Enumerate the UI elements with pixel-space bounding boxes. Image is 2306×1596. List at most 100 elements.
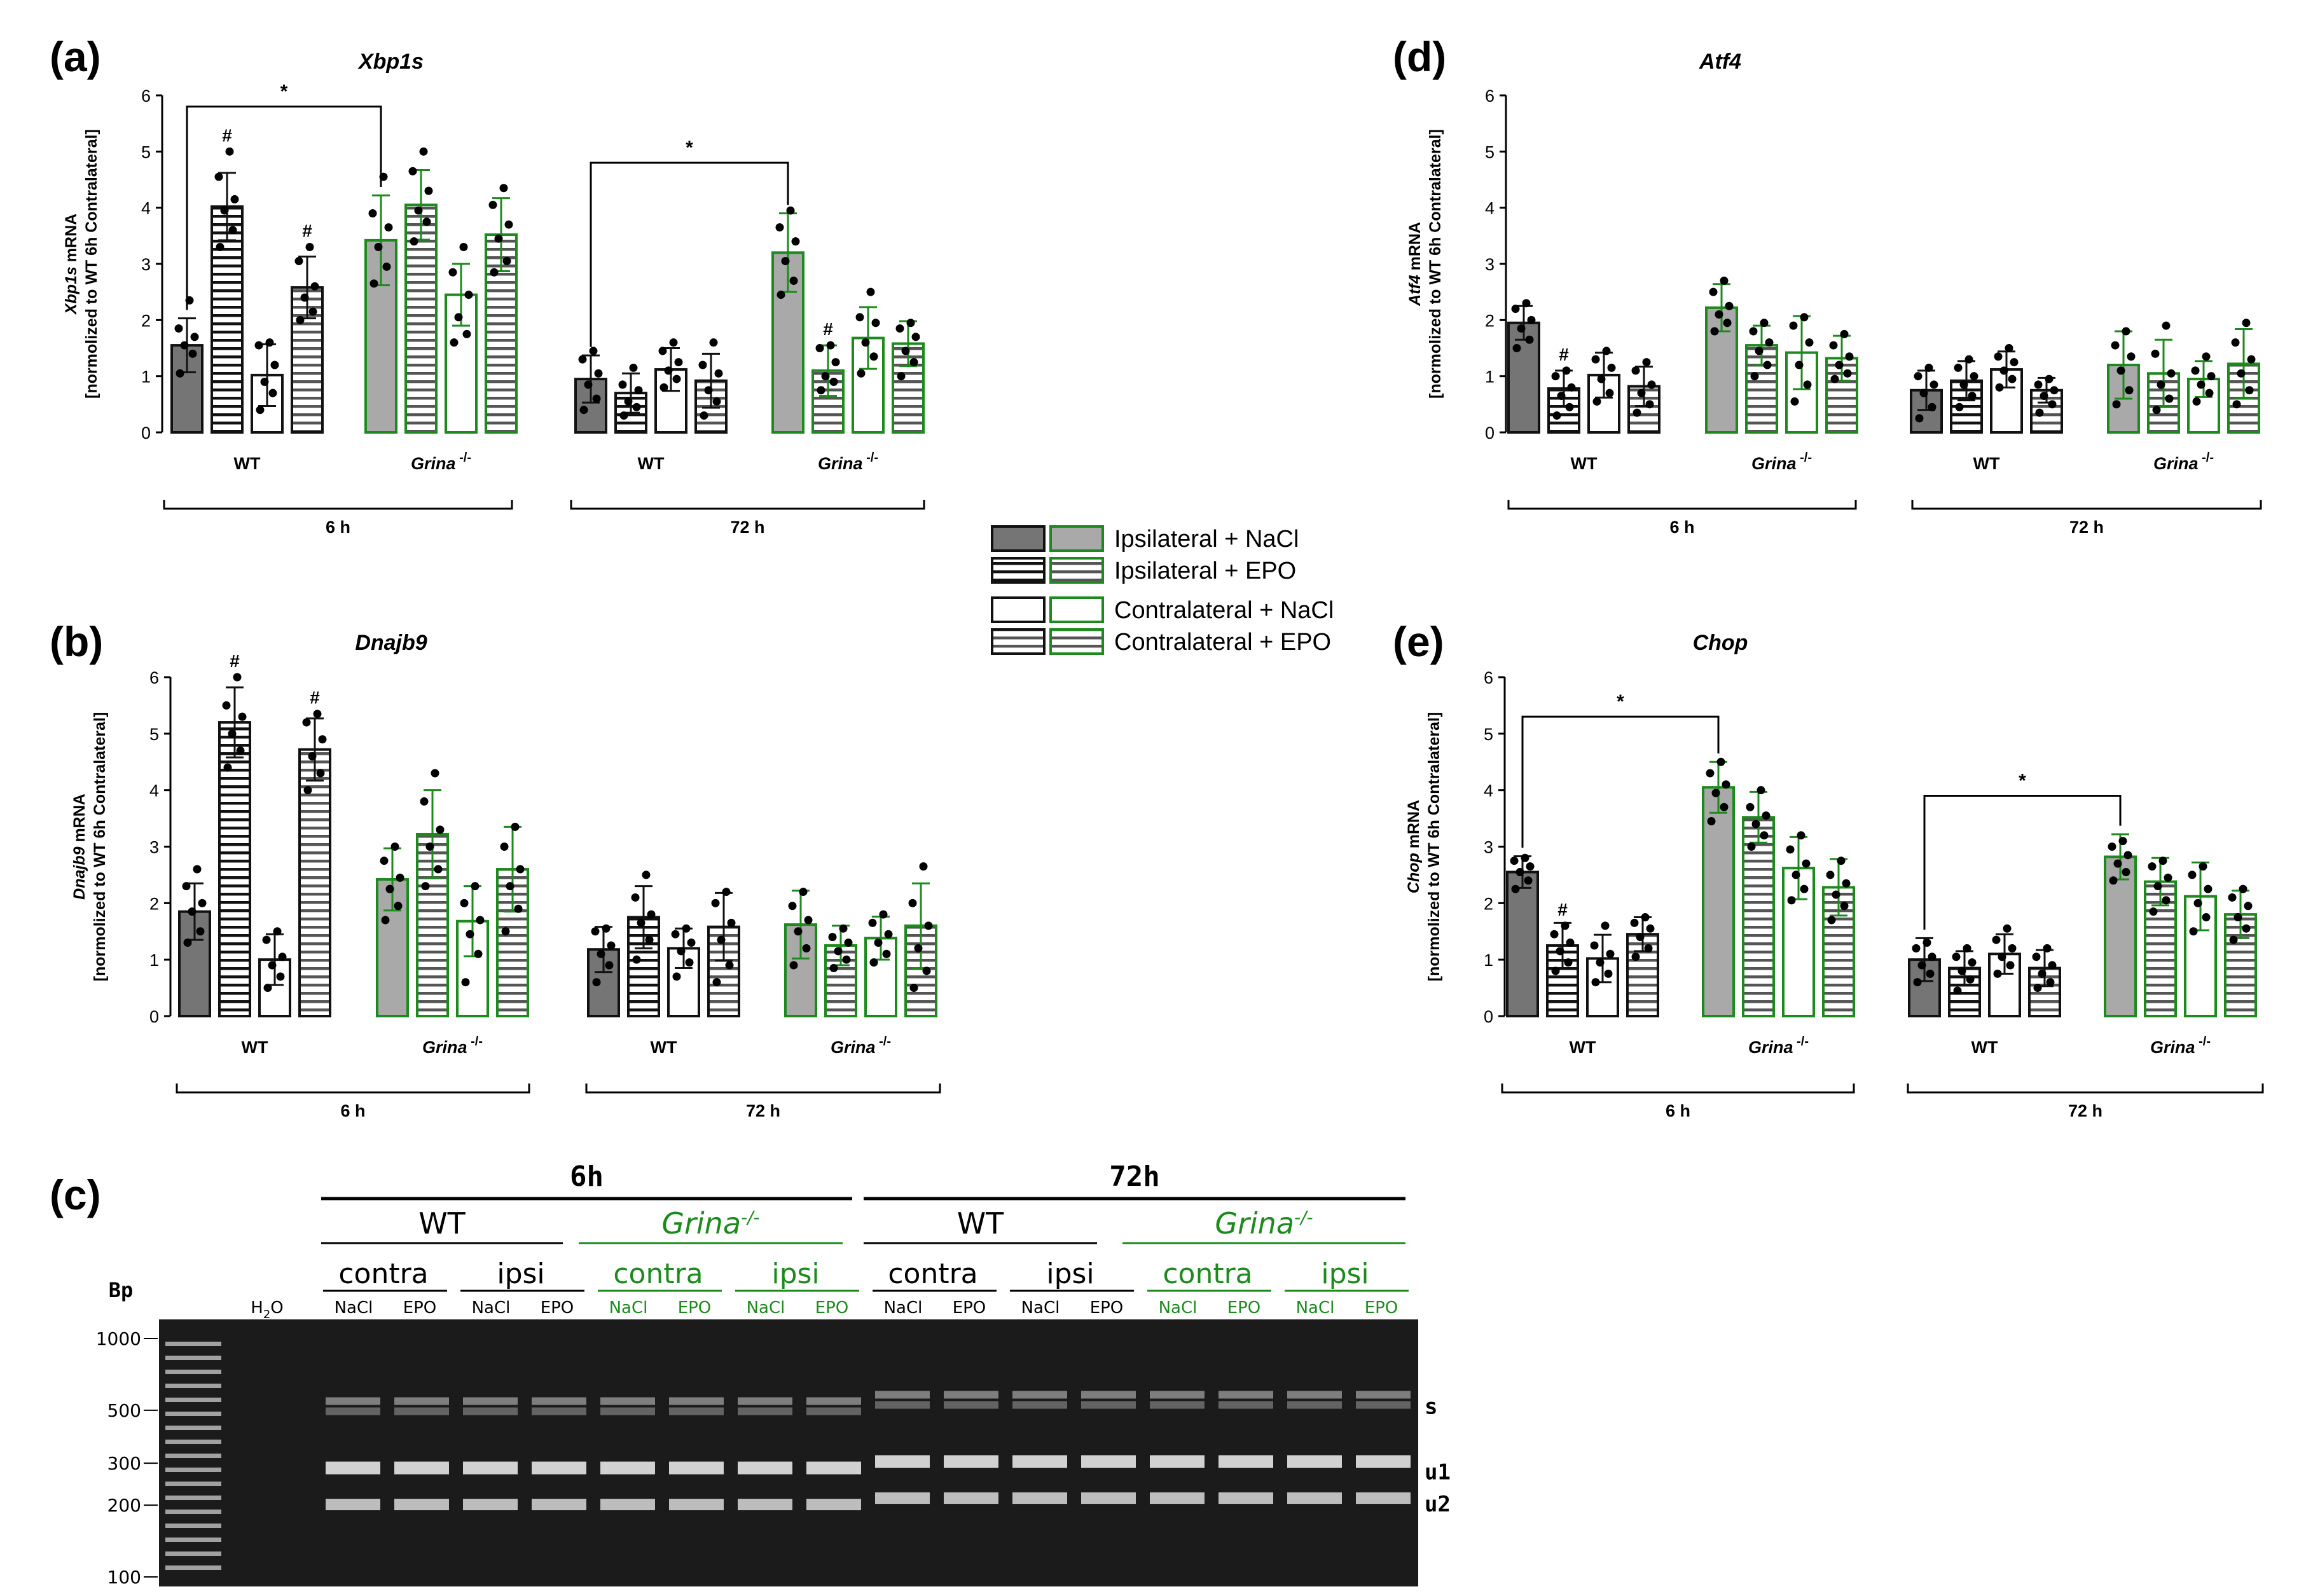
data-point (1923, 939, 1931, 947)
data-point (602, 924, 611, 933)
gel-treatment-label: EPO (815, 1298, 849, 1317)
data-point (789, 961, 798, 970)
data-point (2122, 867, 2130, 876)
data-point (1644, 944, 1653, 953)
gel-treatment-label: NaCl (335, 1298, 373, 1317)
data-point (1551, 372, 1560, 381)
ladder-band (165, 1538, 221, 1542)
data-point (198, 898, 207, 907)
data-point (1912, 944, 1921, 953)
data-point (500, 843, 509, 851)
timepoint-label: 6 h (1669, 518, 1694, 537)
data-point (2003, 924, 2012, 933)
ladder-band (165, 1565, 221, 1570)
timepoint-bracket (585, 1083, 941, 1094)
data-point (1913, 978, 1922, 987)
y-label-gene: Xbp1s (62, 266, 80, 315)
gel-bp-label: Bp (109, 1278, 134, 1302)
gel-marker-label: 100 (107, 1567, 141, 1588)
y-tick-label: 6 (141, 86, 151, 106)
gel-treatment-label: EPO (678, 1298, 712, 1317)
band-u1 (532, 1461, 586, 1475)
data-point (591, 927, 600, 936)
data-point (2033, 984, 2042, 993)
data-point (2125, 386, 2134, 395)
data-point (1561, 921, 1570, 930)
data-point (804, 916, 813, 925)
timepoint-label: 72 h (746, 1101, 780, 1120)
bar-d-g0-s0 (1507, 321, 1540, 434)
genotype-superscript: -/- (2195, 1035, 2211, 1049)
data-point (700, 411, 708, 420)
panel-label-d: (d) (1393, 33, 1446, 80)
genotype-name: WT (1570, 1038, 1596, 1057)
data-point (712, 397, 721, 406)
data-point (1803, 380, 1812, 389)
timepoint-bracket (1907, 1083, 2264, 1094)
h2o-sub: 2 (263, 1308, 270, 1321)
data-point (1722, 780, 1730, 789)
legend-label: Contralateral + NaCl (1114, 597, 1334, 624)
timepoint-label: 72 h (730, 518, 764, 537)
data-point (494, 234, 503, 243)
data-point (1527, 315, 1536, 324)
data-point (1720, 802, 1729, 811)
data-point (454, 313, 463, 322)
data-point (2148, 862, 2157, 871)
timepoint-label: 6 h (326, 518, 350, 537)
legend-swatch (1049, 525, 1104, 552)
data-point (919, 862, 928, 871)
legend-swatch (991, 596, 1046, 623)
data-point (1591, 355, 1600, 364)
y-label-gene: Dnajb9 (71, 846, 88, 899)
band-s2 (532, 1407, 586, 1415)
significance-hash: # (1557, 900, 1568, 919)
y-axis-label: Chop mRNA (1405, 800, 1423, 893)
gel-treatment-label: EPO (953, 1298, 986, 1317)
data-point (631, 893, 640, 902)
chart-title: Chop (1693, 631, 1748, 655)
data-point (714, 369, 723, 378)
ladder-band (165, 1454, 221, 1458)
legend-swatch (1049, 557, 1104, 584)
data-point (318, 735, 327, 744)
y-tick-label: 1 (1485, 368, 1495, 387)
band-s (1356, 1391, 1411, 1399)
data-point (302, 718, 311, 727)
data-point (2111, 341, 2120, 350)
data-point (829, 378, 838, 386)
data-point (1787, 896, 1796, 905)
data-point (228, 729, 237, 738)
gel-treatment-label: EPO (1090, 1298, 1124, 1317)
data-point (1707, 817, 1716, 826)
data-point (879, 910, 888, 919)
y-label-rest: mRNA (71, 794, 88, 846)
band-u1 (944, 1455, 998, 1468)
panel-b-dnajb9-chart: Dnajb9 0 1 2 3 4 5 6 Dnajb9 mRNA [normolized to W… (71, 631, 941, 1120)
data-point (394, 902, 403, 911)
data-point (711, 898, 720, 907)
band-s (1081, 1391, 1136, 1399)
data-point (2153, 882, 2162, 891)
data-point (1762, 811, 1771, 820)
gel-treatment-label: NaCl (747, 1298, 785, 1317)
data-point (2157, 380, 2165, 389)
data-point (2229, 935, 2238, 944)
significance-hash: # (1559, 345, 1569, 364)
band-s2 (600, 1407, 655, 1415)
data-point (1998, 953, 2006, 961)
data-point (305, 243, 314, 251)
data-point (225, 147, 234, 156)
data-point (799, 888, 808, 897)
y-tick-label: 3 (141, 255, 151, 274)
data-point (408, 167, 417, 175)
data-point (2045, 375, 2054, 383)
data-point (1723, 319, 1732, 327)
gel-marker-label: 1000 (96, 1328, 141, 1349)
data-point (855, 313, 864, 322)
data-point (594, 369, 603, 378)
band-s (600, 1397, 655, 1405)
data-point (278, 953, 287, 961)
band-u2 (463, 1499, 518, 1511)
gel-side-label: contra (888, 1258, 977, 1290)
